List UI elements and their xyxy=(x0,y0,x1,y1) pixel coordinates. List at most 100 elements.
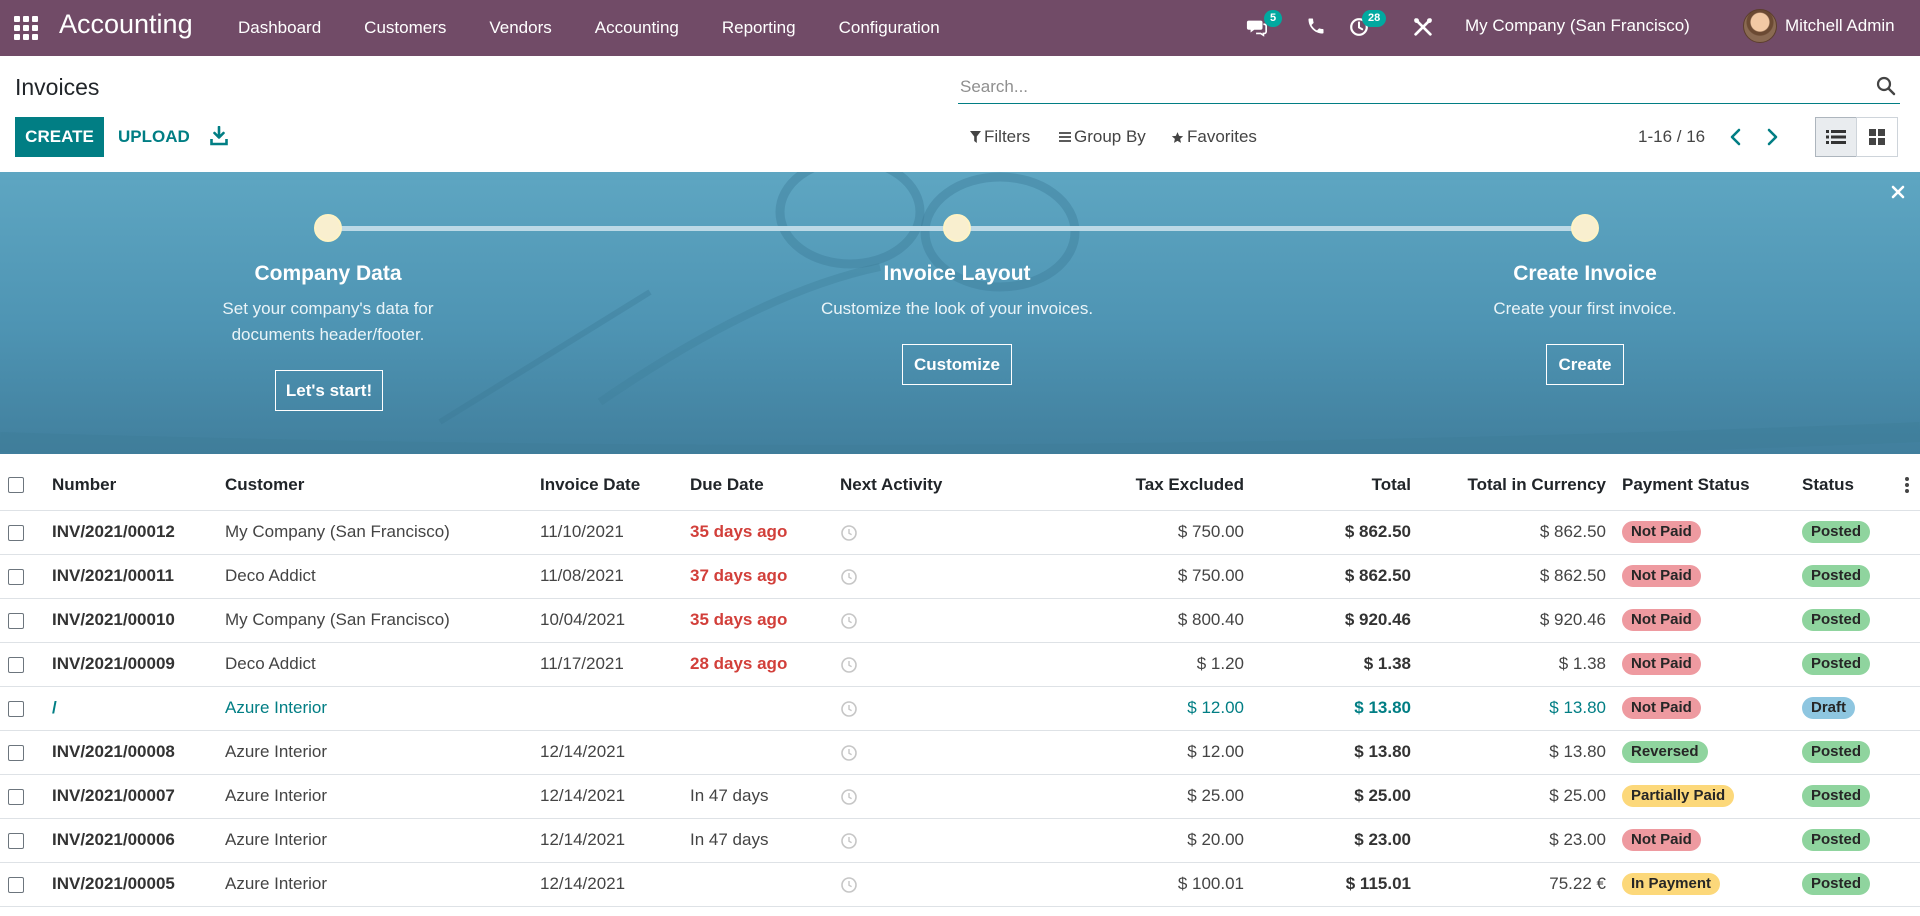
status-badge: Posted xyxy=(1802,653,1871,675)
activity-clock-icon[interactable] xyxy=(840,832,858,850)
activity-clock-icon[interactable] xyxy=(840,700,858,718)
upload-button[interactable]: UPLOAD xyxy=(118,127,190,146)
activity-clock-icon[interactable] xyxy=(840,876,858,894)
user-avatar[interactable] xyxy=(1743,9,1777,43)
table-row[interactable]: INV/2021/00006 Azure Interior 12/14/2021 In… xyxy=(0,818,1920,863)
phone-icon[interactable] xyxy=(1306,16,1330,40)
search-icon[interactable] xyxy=(1876,76,1896,96)
row-checkbox[interactable] xyxy=(8,876,24,893)
activity-clock-icon[interactable] xyxy=(840,656,858,674)
total-amount: $ 862.50 xyxy=(1252,510,1419,555)
total-in-currency-amount: $ 13.80 xyxy=(1419,730,1614,775)
column-total-in-currency[interactable]: Total in Currency xyxy=(1419,460,1614,511)
activity-clock-icon[interactable] xyxy=(840,612,858,630)
due-date xyxy=(682,862,832,907)
step-desc-create-invoice: Create your first invoice. xyxy=(1493,299,1677,318)
status-badge: Draft xyxy=(1802,697,1856,719)
menu-item-configuration[interactable]: Configuration xyxy=(838,18,940,37)
pager-value[interactable]: 1-16 / 16 xyxy=(1638,127,1706,146)
user-menu[interactable]: Mitchell Admin xyxy=(1785,16,1895,35)
kanban-view-button[interactable] xyxy=(1856,117,1898,157)
row-end-cell xyxy=(1896,818,1920,863)
activity-clock-icon[interactable] xyxy=(840,788,858,806)
select-all-checkbox[interactable] xyxy=(8,477,24,494)
row-end-cell xyxy=(1896,774,1920,819)
column-invoice-date[interactable]: Invoice Date xyxy=(532,460,682,511)
column-number[interactable]: Number xyxy=(44,460,217,511)
menu-item-customers[interactable]: Customers xyxy=(364,18,447,37)
status-cell: Posted xyxy=(1794,818,1896,863)
step-title-invoice-layout: Invoice Layout xyxy=(883,262,1031,285)
activity-clock-icon[interactable] xyxy=(840,568,858,586)
due-date: 28 days ago xyxy=(682,642,832,687)
column-status[interactable]: Status xyxy=(1794,460,1896,511)
menu-item-dashboard[interactable]: Dashboard xyxy=(238,18,322,37)
column-tax-excluded[interactable]: Tax Excluded xyxy=(1042,460,1252,511)
download-icon[interactable] xyxy=(210,125,228,146)
step-desc-invoice-layout: Customize the look of your invoices. xyxy=(820,299,1094,318)
row-end-cell xyxy=(1896,686,1920,731)
row-end-cell xyxy=(1896,730,1920,775)
payment-status-cell: Reversed xyxy=(1614,730,1794,775)
filters-button[interactable]: Filters xyxy=(970,127,1030,147)
next-activity-cell xyxy=(832,598,1042,643)
onboarding-banner: Company Data Set your company's data for… xyxy=(0,172,1920,454)
row-checkbox[interactable] xyxy=(8,700,24,717)
close-banner-icon[interactable] xyxy=(1890,184,1906,200)
column-next-activity[interactable]: Next Activity xyxy=(832,460,1042,511)
invoice-date: 12/14/2021 xyxy=(532,774,682,819)
invoice-number: INV/2021/00008 xyxy=(44,730,217,775)
activity-clock-icon[interactable] xyxy=(1348,16,1372,40)
lets-start-button[interactable]: Let's start! xyxy=(275,370,383,411)
chat-icon[interactable] xyxy=(1246,16,1270,40)
app-brand[interactable]: Accounting xyxy=(59,9,193,39)
tools-icon[interactable] xyxy=(1412,16,1436,40)
table-row[interactable]: INV/2021/00008 Azure Interior 12/14/2021 $ … xyxy=(0,730,1920,775)
menu-item-vendors[interactable]: Vendors xyxy=(489,18,552,37)
create-button[interactable]: CREATE xyxy=(15,117,104,157)
table-row[interactable]: INV/2021/00011 Deco Addict 11/08/2021 37 da… xyxy=(0,554,1920,599)
activity-clock-icon[interactable] xyxy=(840,524,858,542)
table-row[interactable]: INV/2021/00010 My Company (San Francisco)… xyxy=(0,598,1920,643)
group-by-button[interactable]: Group By xyxy=(1059,127,1146,147)
create-invoice-step-button[interactable]: Create xyxy=(1546,344,1624,385)
tax-excluded-amount: $ 25.00 xyxy=(1042,774,1252,819)
row-select-cell xyxy=(0,598,44,643)
row-checkbox[interactable] xyxy=(8,524,24,541)
customize-button[interactable]: Customize xyxy=(902,344,1012,385)
invoice-number: INV/2021/00007 xyxy=(44,774,217,819)
row-checkbox[interactable] xyxy=(8,788,24,805)
row-checkbox[interactable] xyxy=(8,656,24,673)
search-input[interactable] xyxy=(960,74,1840,100)
row-checkbox[interactable] xyxy=(8,568,24,585)
column-total[interactable]: Total xyxy=(1252,460,1419,511)
company-switcher[interactable]: My Company (San Francisco) xyxy=(1465,16,1690,35)
payment-status-badge: Not Paid xyxy=(1622,697,1701,719)
row-select-cell xyxy=(0,686,44,731)
row-checkbox[interactable] xyxy=(8,832,24,849)
table-row[interactable]: / Azure Interior $ 12.00 $ 13.80 $ 13.80 Not … xyxy=(0,686,1920,731)
row-select-cell xyxy=(0,510,44,555)
menu-item-accounting[interactable]: Accounting xyxy=(594,18,679,37)
apps-grid-icon[interactable] xyxy=(14,16,38,40)
column-due-date[interactable]: Due Date xyxy=(682,460,832,511)
table-header-row: Number Customer Invoice Date Due Date Ne… xyxy=(0,460,1920,511)
table-row[interactable]: INV/2021/00007 Azure Interior 12/14/2021 In… xyxy=(0,774,1920,819)
activities-count-badge: 28 xyxy=(1362,10,1387,27)
total-in-currency-amount: $ 920.46 xyxy=(1419,598,1614,643)
activity-clock-icon[interactable] xyxy=(840,744,858,762)
menu-item-reporting[interactable]: Reporting xyxy=(721,18,796,37)
favorites-button[interactable]: Favorites xyxy=(1171,127,1257,147)
kebab-menu-icon[interactable] xyxy=(1904,476,1910,494)
table-row[interactable]: INV/2021/00005 Azure Interior 12/14/2021 $ … xyxy=(0,862,1920,907)
table-row[interactable]: INV/2021/00012 My Company (San Francisco)… xyxy=(0,510,1920,555)
pager-previous-icon[interactable] xyxy=(1726,126,1746,148)
column-customer[interactable]: Customer xyxy=(217,460,532,511)
row-checkbox[interactable] xyxy=(8,744,24,761)
pager-next-icon[interactable] xyxy=(1762,126,1782,148)
row-checkbox[interactable] xyxy=(8,612,24,629)
step-title-create-invoice: Create Invoice xyxy=(1513,262,1657,285)
list-view-button[interactable] xyxy=(1815,117,1857,157)
column-payment-status[interactable]: Payment Status xyxy=(1614,460,1794,511)
table-row[interactable]: INV/2021/00009 Deco Addict 11/17/2021 28 da… xyxy=(0,642,1920,687)
